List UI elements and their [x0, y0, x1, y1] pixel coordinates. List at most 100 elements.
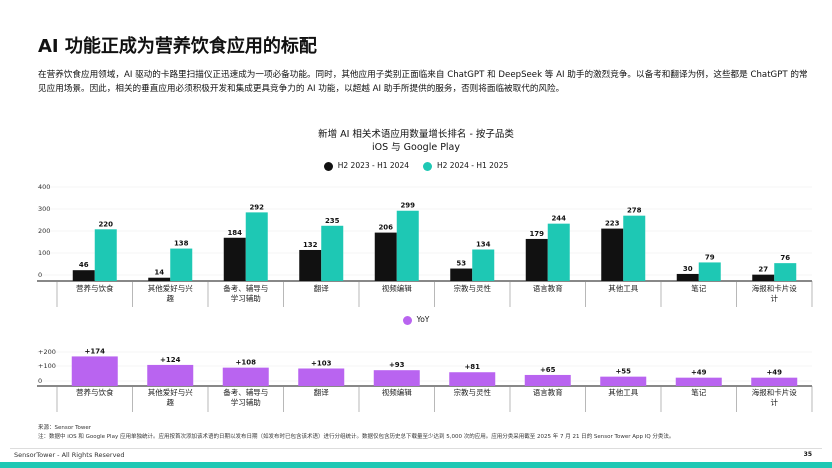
data-label: 220	[98, 220, 113, 228]
x-tick-label: 海报和卡片设	[752, 387, 797, 397]
legend-bottom: YoY	[0, 315, 832, 325]
bar	[698, 262, 721, 281]
x-tick-label: 营养与饮食	[76, 387, 114, 397]
legend-item-2: H2 2024 - H1 2025	[423, 161, 508, 171]
data-label: 235	[325, 217, 340, 225]
x-tick-label: 语言教育	[533, 283, 563, 293]
chart-canvas: 4003002001000营养与饮食46220其他爱好与兴趣14138备考、辅导…	[37, 183, 813, 412]
data-label: +124	[160, 356, 181, 364]
source-notes: 来源：Sensor Tower 注：数据中 iOS 和 Google Play …	[38, 424, 674, 442]
data-label: 46	[79, 261, 89, 269]
bar	[751, 377, 798, 386]
data-label: 14	[154, 269, 164, 277]
data-label: 79	[705, 253, 715, 261]
x-tick-label: 趣	[167, 397, 175, 407]
x-tick-label: 翻译	[314, 388, 329, 397]
bar	[170, 248, 193, 281]
x-tick-label: 其他爱好与兴	[148, 387, 193, 397]
data-label: +108	[236, 359, 257, 367]
data-label: 206	[378, 224, 393, 232]
data-label: 138	[174, 240, 189, 248]
bar	[600, 376, 647, 386]
legend-swatch	[323, 161, 333, 171]
data-label: 299	[400, 202, 415, 210]
y-tick-label: 100	[38, 249, 50, 257]
data-label: 223	[605, 220, 620, 228]
legend-item-1: H2 2023 - H1 2024	[323, 161, 409, 171]
data-label: 53	[456, 260, 466, 268]
data-label: 76	[780, 254, 790, 262]
bar	[148, 277, 171, 281]
intro-text: 在营养饮食应用领域，AI 驱动的卡路里扫描仪正迅速成为一项必备功能。同时，其他应…	[38, 70, 808, 94]
x-tick-label: 计	[771, 397, 779, 407]
y-tick-label: +200	[38, 348, 56, 356]
y-tick-label: 0	[38, 271, 42, 279]
x-tick-label: 营养与饮食	[76, 283, 114, 293]
data-label: +174	[85, 347, 106, 355]
data-label: +55	[615, 368, 631, 376]
x-tick-label: 宗教与灵性	[454, 387, 492, 397]
x-tick-label: 其他工具	[608, 283, 638, 293]
bar	[450, 268, 473, 281]
bar	[71, 356, 118, 386]
x-tick-label: 视频编辑	[382, 283, 412, 293]
bar	[147, 364, 194, 386]
data-label: +93	[389, 361, 405, 369]
bar	[298, 368, 345, 386]
data-label: +65	[540, 366, 556, 374]
bar	[752, 274, 775, 281]
page-number: 35	[803, 451, 812, 458]
legend-label: H2 2024 - H1 2025	[437, 161, 509, 170]
x-tick-label: 学习辅助	[231, 293, 261, 303]
data-label: 278	[627, 207, 642, 215]
bar	[373, 370, 420, 386]
chart-subtitle: iOS 与 Google Play	[371, 142, 461, 153]
x-tick-label: 笔记	[691, 387, 706, 397]
data-label: 134	[476, 241, 491, 249]
footer-accent-bar	[0, 462, 832, 468]
bar	[94, 229, 117, 281]
x-tick-label: 计	[771, 293, 779, 303]
y-tick-label: 0	[38, 377, 42, 385]
y-tick-label: +100	[38, 362, 56, 370]
data-label: 179	[529, 230, 544, 238]
chart-title: 新增 AI 相关术语应用数量增长排名 - 按子品类	[318, 129, 514, 140]
legend-swatch	[423, 161, 432, 171]
x-tick-label: 其他工具	[608, 387, 638, 397]
bar	[472, 249, 495, 281]
x-tick-label: 宗教与灵性	[454, 283, 492, 293]
bar	[396, 210, 419, 281]
x-tick-label: 学习辅助	[231, 397, 261, 407]
bar	[72, 270, 95, 281]
legend-label: YoY	[416, 315, 430, 324]
bar	[525, 238, 548, 281]
footer-brand: SensorTower - All Rights Reserved	[14, 451, 125, 459]
y-tick-label: 200	[38, 227, 50, 235]
data-label: +103	[311, 359, 332, 367]
bar	[299, 249, 322, 281]
data-label: 292	[249, 203, 264, 211]
bar	[374, 232, 397, 281]
bar	[676, 273, 699, 281]
y-tick-label: 400	[38, 183, 50, 191]
footer-divider	[10, 448, 822, 449]
data-label: +81	[464, 363, 480, 371]
y-tick-label: 300	[38, 205, 50, 213]
footer: SensorTower - All Rights Reserved 35	[0, 448, 832, 468]
data-label: 244	[551, 215, 566, 223]
legend-label: H2 2023 - H1 2024	[337, 161, 409, 170]
page-title: AI 功能正成为营养饮食应用的标配	[38, 36, 317, 57]
source-text: 来源：Sensor Tower	[38, 425, 92, 431]
x-tick-label: 视频编辑	[382, 387, 412, 397]
x-tick-label: 海报和卡片设	[752, 283, 797, 293]
data-label: 184	[227, 229, 242, 237]
x-tick-label: 备考、辅导与	[223, 283, 268, 293]
x-tick-label: 语言教育	[533, 387, 563, 397]
x-tick-label: 笔记	[691, 283, 706, 293]
x-tick-label: 备考、辅导与	[223, 387, 268, 397]
data-label: 132	[303, 241, 318, 249]
bar	[547, 223, 570, 281]
data-label: 30	[683, 265, 693, 273]
data-label: +49	[691, 369, 707, 377]
bar	[774, 263, 797, 281]
